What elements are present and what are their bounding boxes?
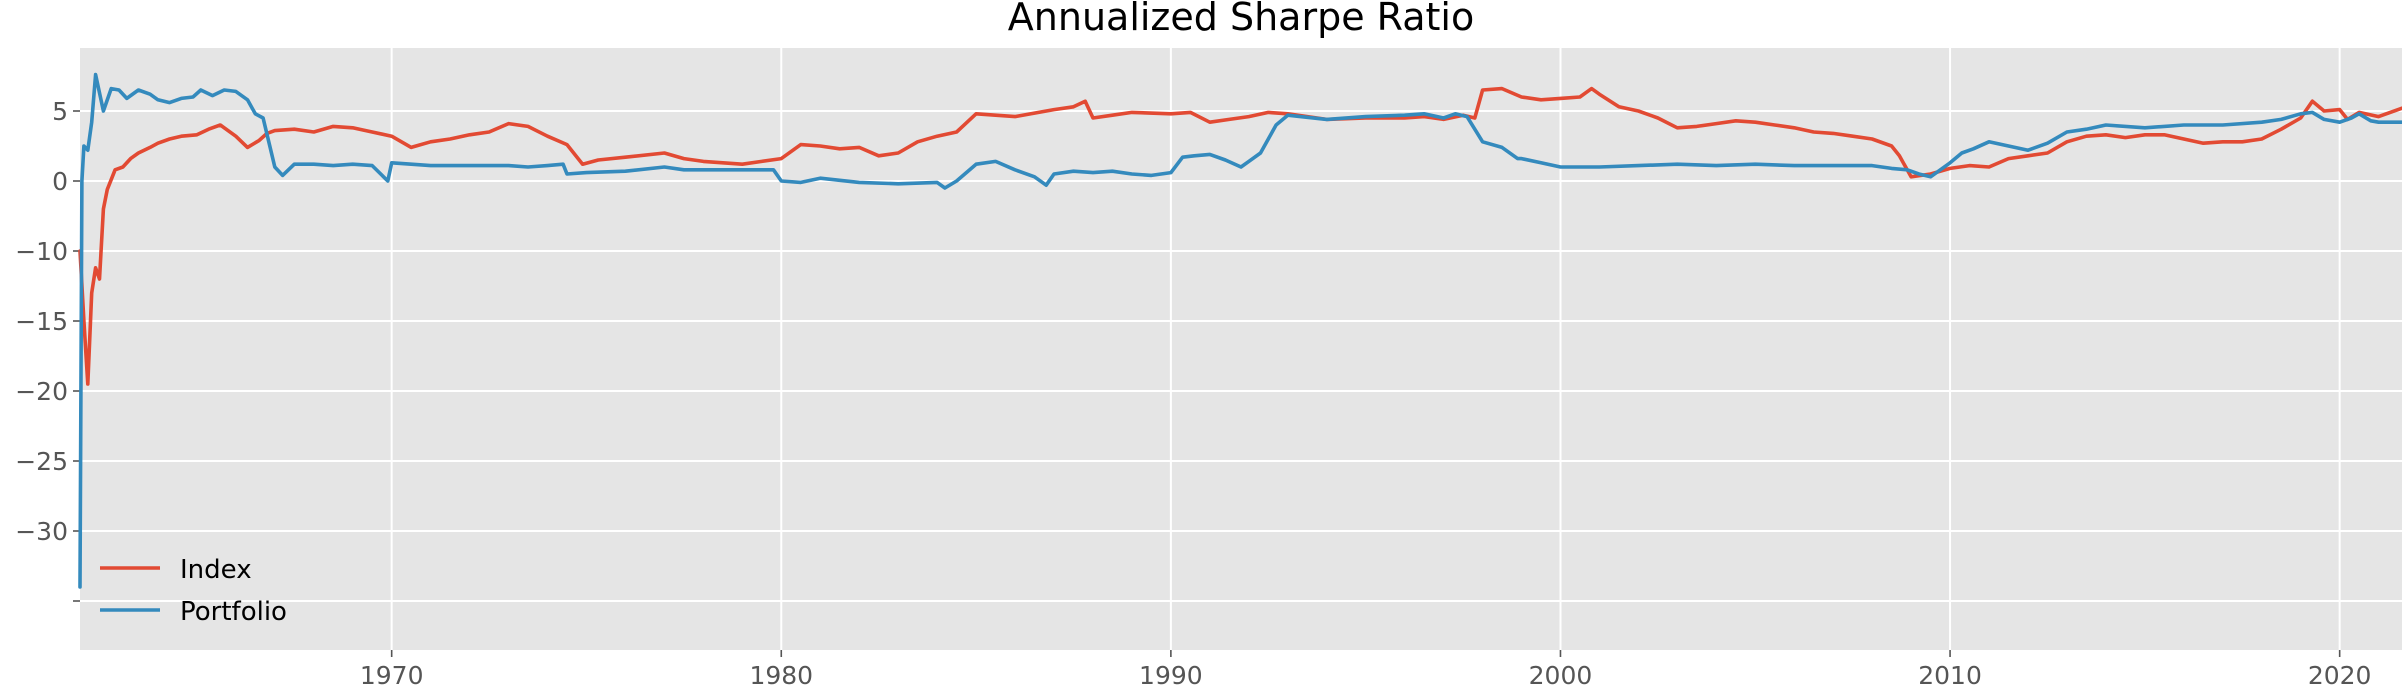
x-tick-label: 2020: [2308, 661, 2372, 690]
y-tick-label: −10: [15, 237, 68, 266]
chart-title: Annualized Sharpe Ratio: [1008, 0, 1474, 39]
y-tick-label: −25: [15, 447, 68, 476]
series-lines: [78, 72, 2402, 589]
y-tick-label: −15: [15, 307, 68, 336]
x-tick-label: 2010: [1918, 661, 1982, 690]
grid-lines: [80, 48, 2402, 650]
y-tick-label: −30: [15, 517, 68, 546]
legend-label-index: Index: [180, 555, 252, 585]
x-tick-label: 1990: [1139, 661, 1203, 690]
x-tick-label: 1970: [360, 661, 424, 690]
series-line-index: [78, 86, 2402, 386]
y-tick-label: 0: [52, 167, 68, 196]
y-axis: 5 0 −10 −15 −20 −25 −30: [15, 97, 80, 602]
legend-label-portfolio: Portfolio: [180, 597, 287, 627]
y-tick-label: 5: [52, 97, 68, 126]
legend: Index Portfolio: [100, 555, 287, 627]
series-line-portfolio: [78, 72, 2402, 589]
x-tick-label: 1980: [749, 661, 813, 690]
x-axis: 1970 1980 1990 2000 2010 2020: [360, 650, 2372, 690]
x-tick-label: 2000: [1529, 661, 1593, 690]
y-tick-label: −20: [15, 377, 68, 406]
